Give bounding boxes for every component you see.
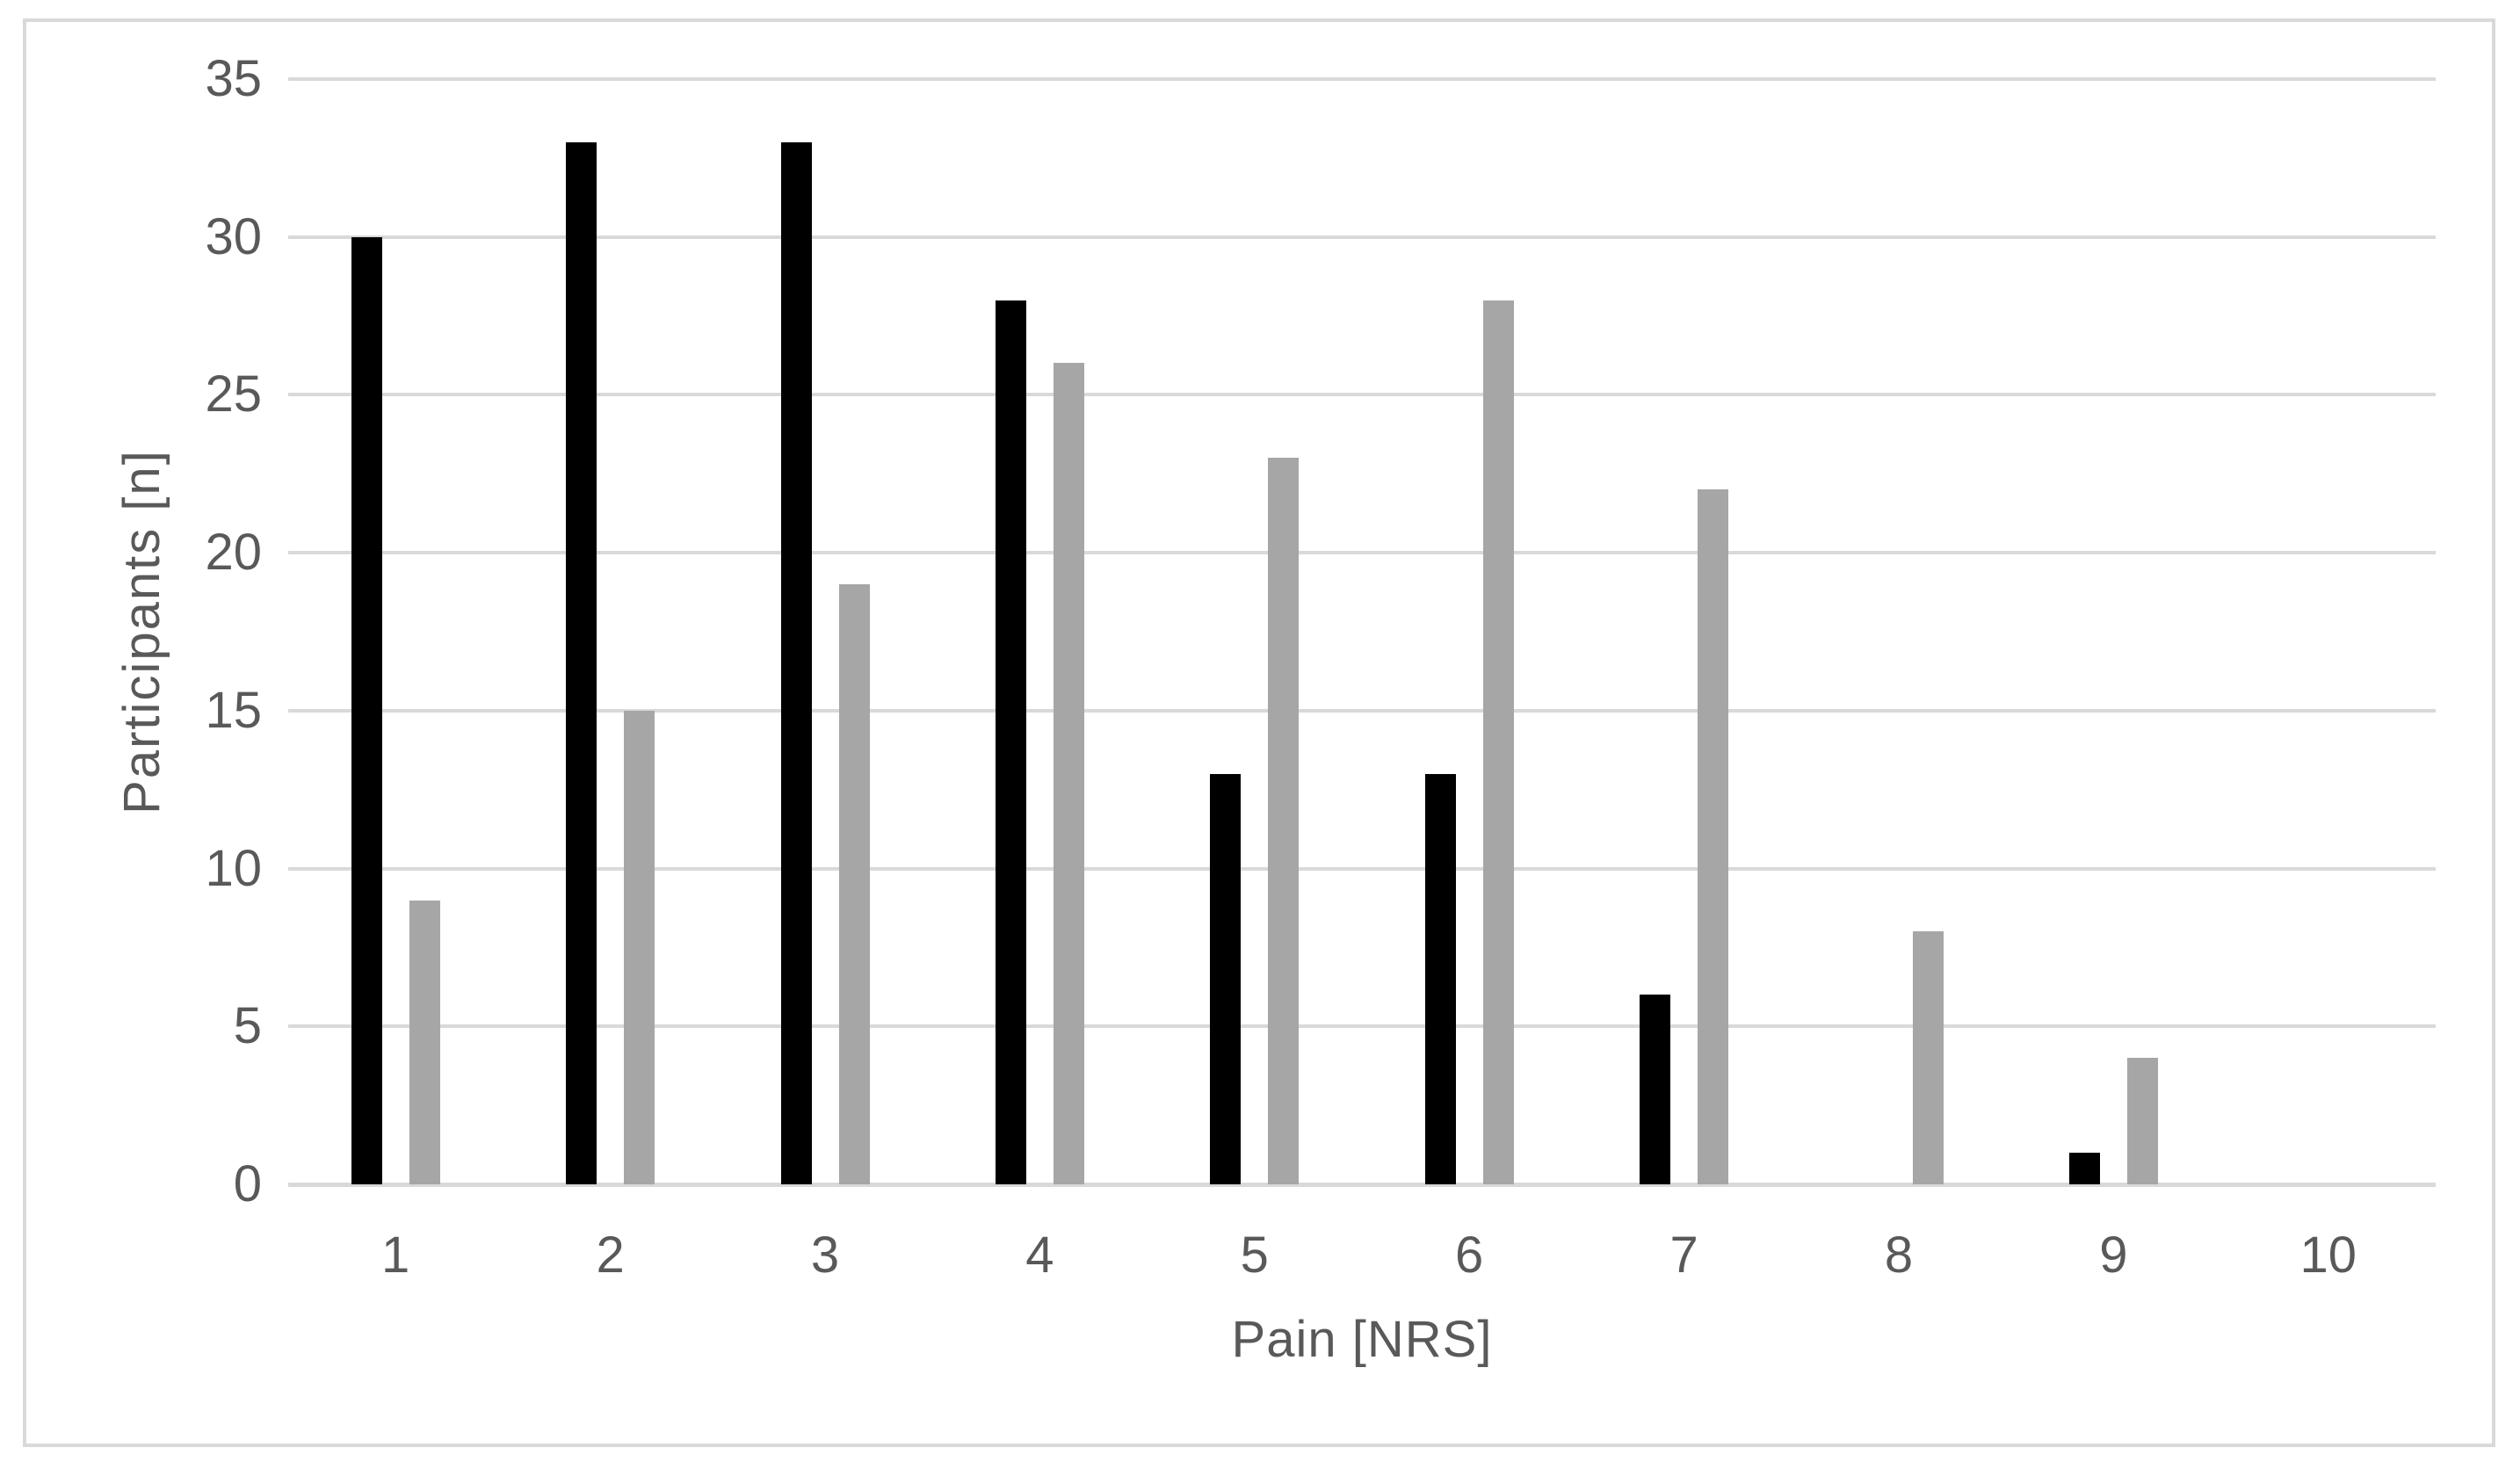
x-tick-label: 5 (1240, 1227, 1269, 1284)
x-tick-label: 9 (2099, 1227, 2128, 1284)
chart-frame: 0 5 10 15 20 25 30 35 1 2 3 4 5 6 7 8 9 10 Participants … (23, 18, 2495, 1447)
bar-gray-nrs-8 (1912, 931, 1944, 1184)
gridline (288, 551, 2436, 555)
y-tick-label: 15 (205, 681, 262, 739)
y-tick-label: 25 (205, 365, 262, 423)
x-tick-label: 8 (1884, 1227, 1914, 1284)
gridline (288, 708, 2436, 713)
bar-gray-nrs-2 (624, 710, 655, 1184)
bar-black-nrs-2 (566, 141, 597, 1184)
bar-black-nrs-3 (780, 141, 812, 1184)
x-tick-label: 7 (1669, 1227, 1698, 1284)
y-tick-label: 20 (205, 524, 262, 582)
gridline (288, 77, 2436, 81)
bar-gray-nrs-9 (2126, 1058, 2158, 1184)
y-axis-title: Participants [n] (113, 449, 170, 814)
bar-gray-nrs-5 (1268, 458, 1300, 1184)
x-tick-label: 3 (810, 1227, 840, 1284)
x-tick-label: 1 (381, 1227, 410, 1284)
gridline (288, 235, 2436, 239)
y-tick-label: 5 (233, 997, 262, 1055)
bar-black-nrs-7 (1640, 995, 1671, 1184)
bar-black-nrs-4 (995, 300, 1026, 1184)
bar-black-nrs-5 (1210, 773, 1242, 1184)
bar-black-nrs-9 (2068, 1153, 2100, 1184)
bar-black-nrs-6 (1424, 773, 1456, 1184)
bar-gray-nrs-4 (1053, 363, 1084, 1184)
x-tick-label: 2 (596, 1227, 625, 1284)
y-tick-label: 0 (233, 1155, 262, 1212)
gridline (288, 866, 2436, 871)
gridline (288, 1024, 2436, 1029)
x-tick-label: 4 (1025, 1227, 1054, 1284)
y-tick-label: 30 (205, 207, 262, 265)
x-tick-label: 6 (1455, 1227, 1484, 1284)
bar-black-nrs-1 (351, 236, 382, 1184)
y-tick-label: 35 (205, 50, 262, 107)
x-axis-line (288, 1183, 2436, 1187)
x-axis-title: Pain [NRS] (1231, 1311, 1493, 1368)
bar-gray-nrs-7 (1698, 489, 1729, 1184)
bar-gray-nrs-3 (838, 584, 870, 1184)
gridline (288, 393, 2436, 397)
y-tick-label: 10 (205, 839, 262, 897)
bar-gray-nrs-1 (409, 900, 440, 1184)
bar-gray-nrs-6 (1482, 300, 1514, 1184)
x-tick-label: 10 (2299, 1227, 2357, 1284)
